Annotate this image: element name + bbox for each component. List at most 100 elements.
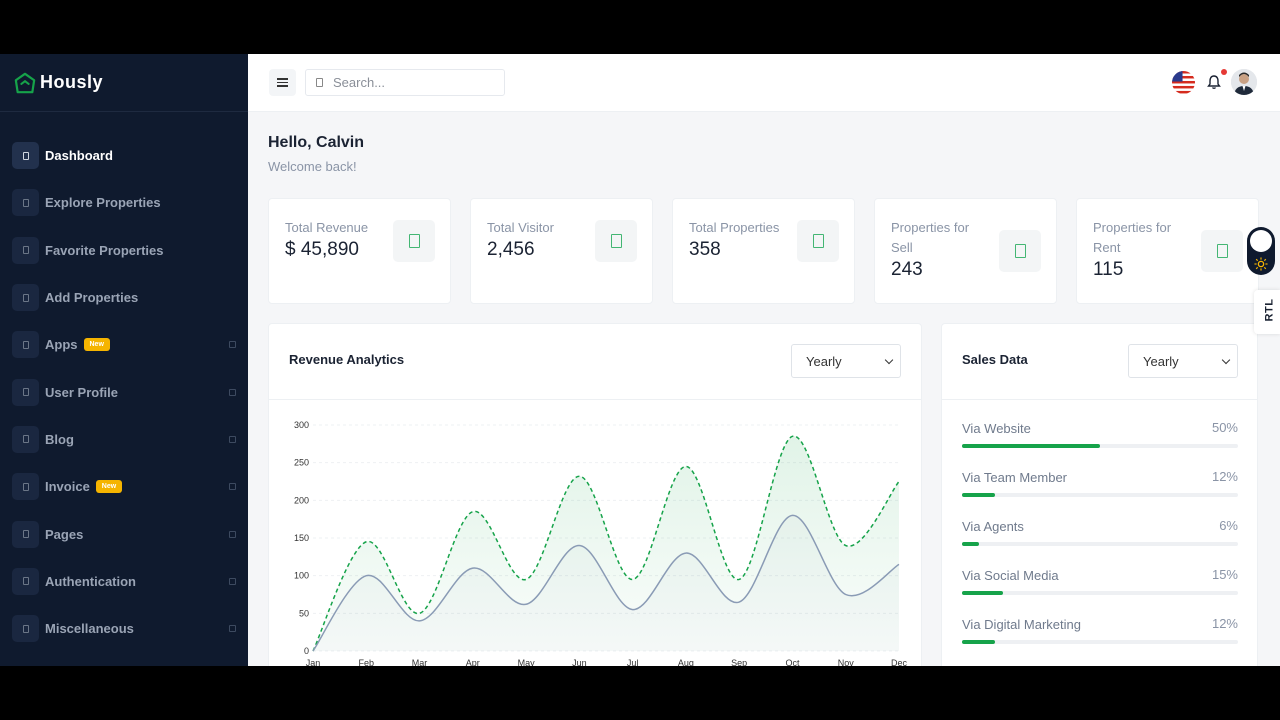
new-badge: New [83,338,110,352]
x-tick-label: Aug [678,658,694,666]
sales-progress-fill [962,444,1100,448]
sales-progress-track [962,493,1238,497]
sidebar-item-label: Blog [45,431,74,447]
x-tick-label: Sep [731,658,747,666]
chevron-down-icon [884,355,894,365]
notification-bell-icon[interactable] [1207,74,1221,90]
sales-percent: 12% [1211,469,1238,484]
x-tick-label: May [518,658,536,666]
sidebar-item-user-profile[interactable]: User Profile [0,368,248,415]
x-tick-label: Feb [359,658,375,666]
series-line-1 [312,514,900,652]
rtl-label: RTL [1263,298,1276,322]
series-area-0 [313,436,899,651]
chevron-right-icon [229,577,236,585]
sidebar-item-label: Authentication [45,573,136,589]
brand[interactable]: Hously [0,54,248,112]
sidebar-item-label: Pages [45,526,84,542]
sidebar-item-authentication[interactable]: Authentication [0,558,248,605]
stat-label: Total Visitor [487,220,554,235]
hamburger-icon [277,78,288,80]
series-area-1 [313,515,899,651]
sidebar-item-apps[interactable]: Apps New [0,321,248,368]
stat-card: Total Revenue $ 45,890 [268,198,451,304]
x-tick-label: Oct [785,658,800,666]
greeting-subtitle: Welcome back! [268,159,357,174]
sales-percent: 12% [1211,616,1238,631]
sidebar-item-label: Invoice [45,479,90,495]
sidebar-item-dashboard[interactable]: Dashboard [0,132,248,179]
revenue-chart: 0 50 100 150 200 250 300 Jan Feb Mar Apr May Jun Jul A… [294,420,908,666]
sidebar-item-label: Add Properties [45,290,139,306]
sidebar-item-label: Miscellaneous [45,621,134,637]
greeting-title: Hello, Calvin [268,134,365,151]
new-badge: New [95,480,123,494]
y-tick-label: 100 [294,571,309,581]
stat-card: Properties for Sell 243 [874,198,1057,304]
sales-data-title: Sales Data [962,352,1028,367]
chevron-right-icon [229,341,236,349]
sales-progress-track [962,444,1238,448]
sidebar-item-blog[interactable]: Blog [0,416,248,463]
sales-row: Via Agents 6% [962,518,1238,546]
sidebar-item-label: User Profile [45,384,118,400]
x-tick-label: Jan [306,658,321,666]
sales-percent: 15% [1211,567,1238,582]
notification-dot [1221,69,1227,75]
x-tick-label: Apr [466,658,480,666]
search-input[interactable] [333,75,483,90]
topbar [248,54,1280,112]
stat-card: Total Visitor 2,456 [470,198,653,304]
us-flag-icon[interactable] [1172,71,1195,94]
search-icon [316,78,323,87]
y-tick-label: 250 [294,458,309,468]
sidebar-item-label: Favorite Properties [45,242,164,258]
sidebar-item-miscellaneous[interactable]: Miscellaneous [0,605,248,652]
nav-icon [12,142,39,170]
nav-icon [12,425,39,453]
sidebar-item-label: Dashboard [45,148,113,164]
menu-toggle-button[interactable] [269,69,296,96]
nav-icon [12,567,39,595]
sidebar-item-explore-properties[interactable]: Explore Properties [0,179,248,226]
sales-period-value: Yearly [1143,353,1179,369]
nav-icon [12,331,39,359]
sales-row: Via Team Member 12% [962,469,1238,497]
y-tick-label: 50 [299,608,309,618]
rtl-toggle-button[interactable]: RTL [1254,290,1280,334]
x-tick-label: Nov [838,658,855,666]
x-tick-label: Jul [627,658,639,666]
sidebar-item-add-properties[interactable]: Add Properties [0,274,248,321]
nav-icon [12,284,39,312]
sales-row: Via Digital Marketing 12% [962,616,1238,644]
stat-card: Properties for Rent 115 [1076,198,1259,304]
nav-icon [12,378,39,406]
chevron-right-icon [229,530,236,538]
stat-icon [797,220,839,262]
sales-progress-track [962,542,1238,546]
stat-label: Properties for Rent [1093,220,1172,255]
sales-period-select[interactable]: Yearly [1128,344,1238,378]
sidebar-item-invoice[interactable]: Invoice New [0,463,248,510]
revenue-period-select[interactable]: Yearly [791,344,901,378]
search-box [305,69,505,96]
user-avatar[interactable] [1231,69,1257,95]
toggle-knob [1250,230,1272,252]
sales-progress-fill [962,640,996,644]
sun-icon [1254,257,1268,271]
revenue-period-value: Yearly [806,353,842,369]
stat-label: Total Properties [689,220,780,235]
sidebar: Hously Dashboard Explore Properties Favori… [0,54,248,666]
stat-value: $ 45,890 [285,239,359,260]
sidebar-item-pages[interactable]: Pages [0,510,248,557]
theme-toggle[interactable] [1247,227,1275,275]
sales-label: Via Website [962,421,1031,436]
stat-value: 2,456 [487,239,535,260]
sales-percent: 50% [1211,420,1238,435]
sidebar-item-favorite-properties[interactable]: Favorite Properties [0,227,248,274]
x-tick-label: Jun [572,658,587,666]
y-tick-label: 150 [294,533,309,543]
series-line-0 [312,435,900,652]
stat-label: Properties for Sell [891,220,970,255]
house-logo-icon [14,72,36,93]
